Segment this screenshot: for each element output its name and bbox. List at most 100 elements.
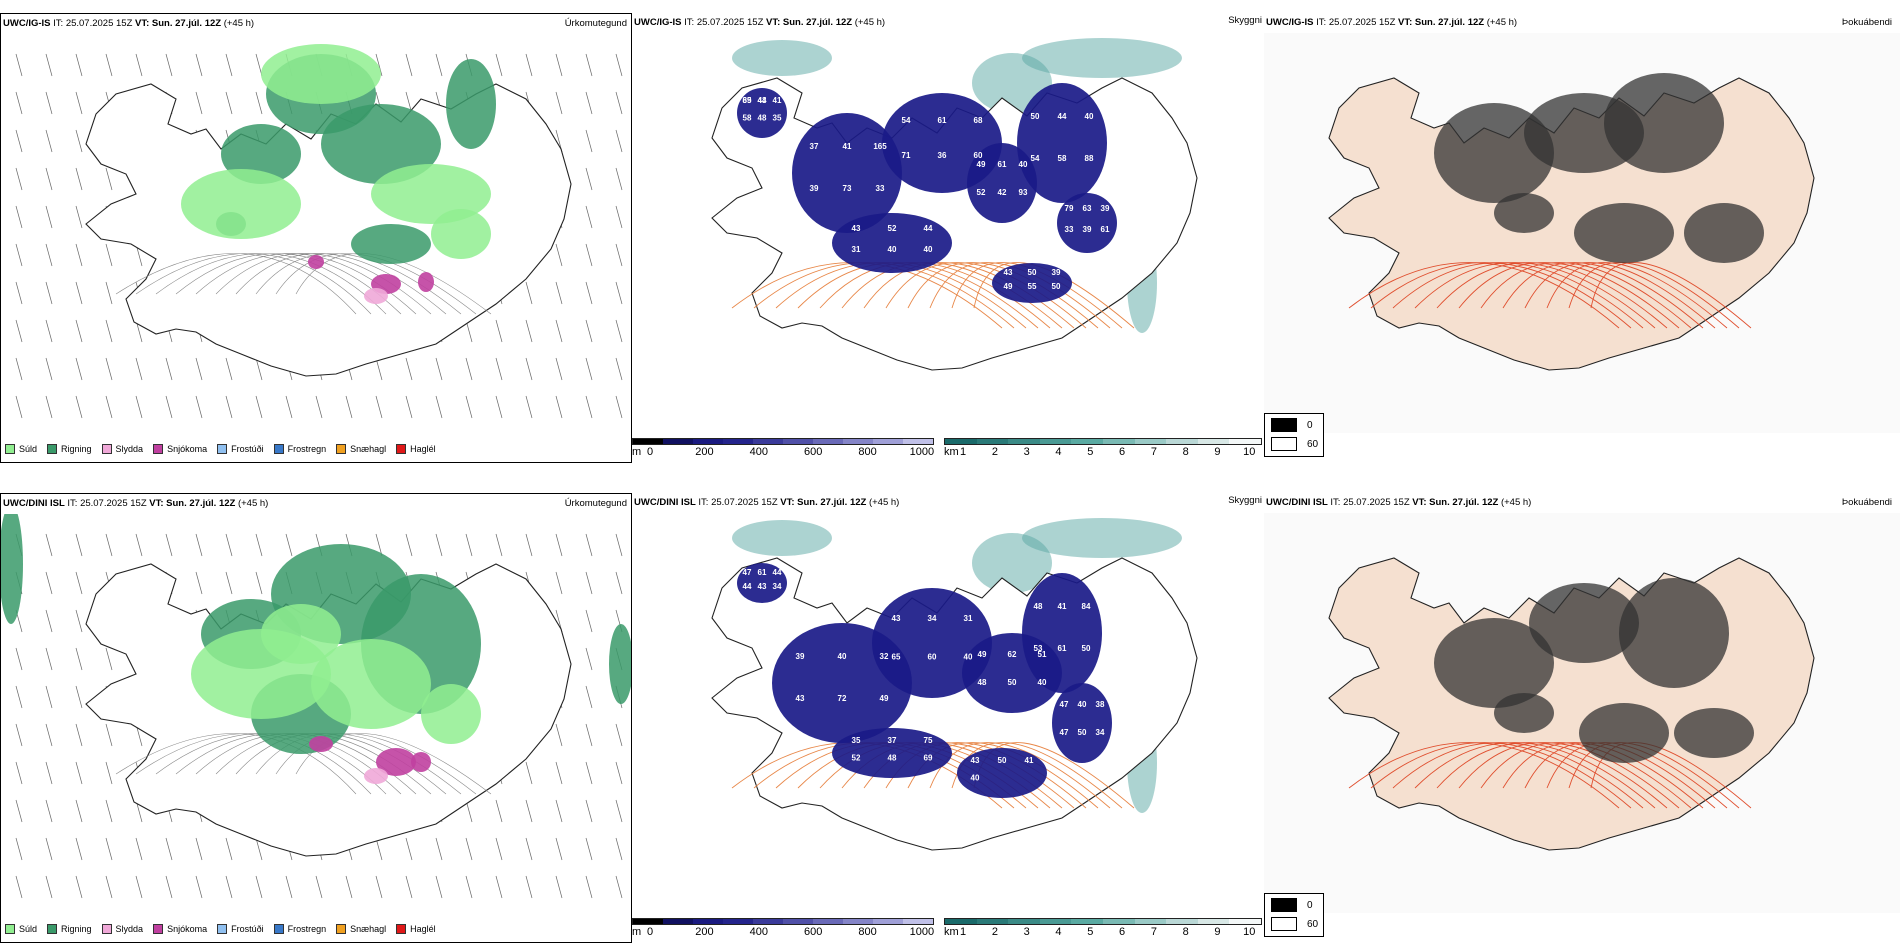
wind-barb bbox=[135, 53, 143, 77]
legend-label: Slydda bbox=[115, 924, 144, 934]
cloud-base-height-label: 43 bbox=[796, 694, 805, 703]
wind-barb bbox=[615, 723, 623, 747]
wind-barb bbox=[195, 91, 203, 115]
wind-barb bbox=[615, 837, 623, 861]
cloud-base-height-label: 50 bbox=[1008, 678, 1017, 687]
wind-barb bbox=[15, 685, 23, 709]
wind-barb bbox=[135, 533, 143, 557]
wind-barb bbox=[495, 799, 503, 823]
legend-swatch bbox=[5, 924, 15, 934]
cloud-base-height-label: 85 bbox=[743, 96, 752, 105]
colorbar-segment bbox=[1039, 439, 1072, 444]
road bbox=[135, 253, 372, 315]
cloud-base-height-label: 40 bbox=[1019, 160, 1028, 169]
legend-label: Snæhagl bbox=[350, 444, 387, 454]
snow-area bbox=[418, 272, 434, 292]
wind-barb bbox=[195, 53, 203, 77]
road bbox=[155, 253, 387, 315]
cloud-base-height-label: 39 bbox=[1083, 225, 1092, 234]
wind-barb bbox=[465, 837, 473, 861]
wind-barb bbox=[585, 129, 593, 153]
wind-barb bbox=[525, 799, 533, 823]
road bbox=[115, 253, 357, 315]
cloud-base-height-label: 43 bbox=[852, 224, 861, 233]
legend-swatch bbox=[101, 924, 112, 934]
fog-area bbox=[1494, 693, 1554, 733]
wind-barb bbox=[585, 281, 593, 305]
colorbar-segment bbox=[663, 439, 693, 444]
colorbar-segment bbox=[783, 919, 813, 924]
low-visibility-area bbox=[732, 40, 832, 76]
low-cloud-area bbox=[737, 88, 787, 138]
legend-label: Rigning bbox=[61, 924, 92, 934]
cloud-base-height-label: 40 bbox=[1085, 112, 1094, 121]
cloud-base-height-label: 48 bbox=[888, 754, 897, 763]
wind-barb bbox=[345, 395, 353, 419]
fog-map bbox=[1264, 513, 1900, 913]
wind-barb bbox=[195, 357, 203, 381]
cloud-base-height-label: 47 bbox=[743, 568, 752, 577]
wind-barb bbox=[15, 281, 23, 305]
legend-swatch bbox=[153, 924, 164, 934]
cloud-base-height-label: 35 bbox=[773, 114, 782, 123]
wind-barb bbox=[165, 395, 173, 419]
legend-item: Haglél bbox=[396, 924, 436, 934]
cloud-base-height-label: 48 bbox=[1034, 602, 1043, 611]
colorbar-segment bbox=[843, 919, 873, 924]
colorbar-tick: 1 bbox=[960, 926, 967, 938]
legend-label: Rigning bbox=[61, 444, 92, 454]
legend-label: Frostúði bbox=[231, 444, 264, 454]
colorbar-segment bbox=[1102, 919, 1135, 924]
colorbar-segment bbox=[1039, 919, 1072, 924]
cloud-base-panel-bottom: UWC/DINI ISL IT: 25.07.2025 15Z VT: Sun.… bbox=[632, 493, 1264, 943]
wind-barb bbox=[45, 205, 53, 229]
wind-barb bbox=[525, 533, 533, 557]
wind-barb bbox=[615, 129, 623, 153]
colorbar-segment bbox=[663, 919, 693, 924]
fog-legend: 0 60 bbox=[1264, 413, 1324, 457]
fog-legend-item: 0 bbox=[1271, 418, 1313, 432]
panel-title: UWC/IG-IS IT: 25.07.2025 15Z VT: Sun. 27… bbox=[3, 18, 255, 29]
low-cloud-area bbox=[1017, 83, 1107, 203]
wind-barb bbox=[255, 357, 263, 381]
colorbar-segment bbox=[1197, 919, 1230, 924]
wind-barb bbox=[585, 685, 593, 709]
road bbox=[115, 733, 357, 795]
wind-barb bbox=[555, 395, 563, 419]
cloud-base-height-label: 44 bbox=[743, 582, 752, 591]
panel-title: UWC/DINI ISL IT: 25.07.2025 15Z VT: Sun.… bbox=[1266, 497, 1532, 508]
colorbar-tick: 7 bbox=[1150, 446, 1157, 458]
colorbar-tick: 5 bbox=[1087, 446, 1094, 458]
cloud-base-height-label: 71 bbox=[902, 151, 911, 160]
legend-swatch bbox=[273, 924, 284, 934]
low-cloud-area bbox=[1057, 193, 1117, 253]
wind-barb bbox=[525, 395, 533, 419]
wind-barb bbox=[75, 723, 83, 747]
legend-swatch bbox=[396, 444, 407, 454]
cloud-base-height-label: 43 bbox=[758, 582, 767, 591]
wind-barb bbox=[45, 53, 53, 77]
wind-barb bbox=[555, 281, 563, 305]
panel-title: UWC/DINI ISL IT: 25.07.2025 15Z VT: Sun.… bbox=[634, 497, 900, 508]
legend-swatch bbox=[273, 444, 284, 454]
wind-barb bbox=[15, 91, 23, 115]
wind-barb bbox=[75, 91, 83, 115]
drizzle-area bbox=[181, 169, 301, 239]
rain-area bbox=[321, 104, 441, 184]
fog-area bbox=[1529, 583, 1639, 663]
wind-barb bbox=[585, 395, 593, 419]
cloud-base-height-label: 62 bbox=[1008, 650, 1017, 659]
colorbar-segment bbox=[693, 919, 723, 924]
colorbar-segment bbox=[1166, 919, 1198, 924]
wind-barb bbox=[375, 53, 383, 77]
wind-barb bbox=[555, 799, 563, 823]
cloud-base-height-label: 36 bbox=[938, 151, 947, 160]
wind-barb bbox=[525, 53, 533, 77]
cloud-base-height-label: 58 bbox=[1058, 154, 1067, 163]
wind-barb bbox=[435, 533, 443, 557]
cloud-base-height-label: 34 bbox=[773, 582, 782, 591]
wind-barb bbox=[495, 319, 503, 343]
colorbar-tick: 600 bbox=[804, 446, 823, 458]
wind-barb bbox=[195, 837, 203, 861]
cloud-base-height-label: 34 bbox=[1096, 728, 1105, 737]
